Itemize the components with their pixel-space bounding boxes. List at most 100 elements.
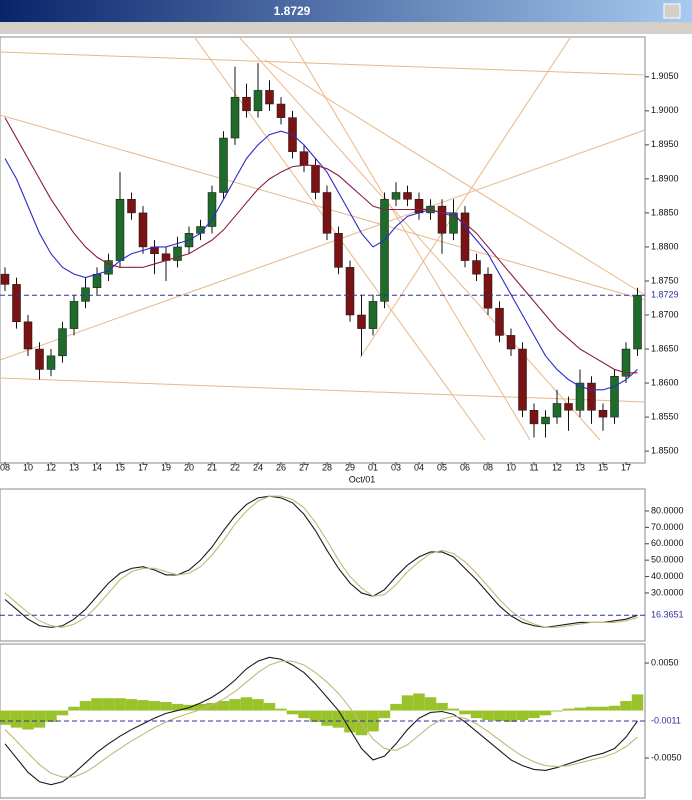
- candle-body: [518, 348, 527, 411]
- histogram-bar: [68, 706, 80, 711]
- histogram-bar: [470, 710, 483, 719]
- histogram-bar: [263, 702, 276, 711]
- title-bar: [0, 0, 692, 22]
- toolbar-strip: [0, 22, 692, 34]
- candle-body: [575, 382, 585, 411]
- y-tick-label: 1.8600: [651, 377, 679, 387]
- candle-body: [633, 295, 642, 350]
- y-tick-label: 1.8800: [651, 241, 679, 251]
- histogram-bar: [528, 710, 540, 719]
- window-title: 1.8729: [274, 4, 311, 18]
- x-tick-label: 21: [207, 462, 217, 472]
- x-tick-label: 26: [276, 462, 286, 472]
- candle-body: [472, 260, 481, 275]
- histogram-bar: [482, 710, 494, 721]
- histogram-bar: [194, 703, 207, 711]
- histogram-bar: [148, 701, 161, 711]
- candle-body: [506, 335, 516, 350]
- candle-body: [115, 199, 125, 261]
- x-tick-label: 27: [299, 462, 309, 472]
- histogram-bar: [493, 710, 506, 721]
- candle-body: [127, 199, 136, 214]
- candle-body: [598, 410, 608, 418]
- histogram-bar: [378, 710, 391, 719]
- candle-body: [322, 192, 332, 234]
- candle-body: [357, 314, 366, 329]
- candle-body: [368, 301, 378, 329]
- y-tick-label: 1.9000: [651, 105, 679, 115]
- histogram-bar: [597, 706, 609, 711]
- histogram-bar: [252, 699, 264, 711]
- y-tick-label: 1.8900: [651, 173, 679, 183]
- histogram-bar: [275, 708, 287, 711]
- indicator-line: [4, 117, 638, 374]
- candle-body: [621, 348, 631, 377]
- histogram-bar: [229, 699, 241, 711]
- y-tick-label: 1.8750: [651, 275, 679, 285]
- x-tick-label: 29: [345, 462, 355, 472]
- indicator-line: [4, 660, 638, 778]
- candle-body: [242, 96, 251, 112]
- indicator-line: [4, 495, 638, 628]
- x-tick-label: 10: [23, 462, 33, 472]
- y-tick-label: 1.8650: [651, 343, 679, 353]
- histogram-bar: [125, 699, 138, 711]
- x-tick-label: 06: [460, 462, 470, 472]
- x-tick-label: 20: [184, 462, 194, 472]
- histogram-bar: [344, 710, 356, 733]
- histogram-bar: [631, 694, 644, 711]
- candle-body: [299, 151, 309, 166]
- candle-body: [552, 403, 562, 418]
- histogram-bar: [45, 710, 57, 722]
- histogram-bar: [447, 708, 460, 711]
- candle-body: [138, 212, 148, 248]
- x-tick-label: 11: [529, 462, 538, 472]
- candle-body: [230, 96, 240, 139]
- candle-body: [380, 199, 389, 302]
- window-button[interactable]: [663, 3, 681, 19]
- candle-body: [12, 284, 21, 323]
- histogram-bar: [505, 710, 517, 722]
- x-tick-label: 12: [46, 462, 56, 472]
- candle-body: [265, 90, 274, 105]
- histogram-bar: [401, 695, 414, 711]
- y-tick-label: 1.8500: [651, 445, 679, 455]
- x-tick-label: 24: [253, 462, 263, 472]
- histogram-bar: [516, 710, 529, 721]
- candle-body: [483, 273, 493, 309]
- histogram-bar: [574, 707, 586, 711]
- histogram-bar: [620, 701, 632, 711]
- candle-body: [610, 375, 619, 418]
- last-value-label: 16.3651: [651, 610, 684, 620]
- x-tick-label: 08: [0, 462, 10, 472]
- histogram-bar: [562, 708, 575, 711]
- x-tick-label: 17: [621, 462, 631, 472]
- histogram-bar: [10, 710, 23, 728]
- candle-body: [219, 137, 228, 193]
- x-tick-label: 03: [391, 462, 401, 472]
- candle-body: [437, 205, 447, 234]
- last-value-label: -0.0011: [651, 715, 681, 725]
- candle-body: [403, 192, 412, 200]
- y-tick-label: 0.0050: [651, 657, 679, 667]
- candle-body: [311, 165, 320, 193]
- x-tick-label: 04: [414, 462, 424, 472]
- histogram-bar: [114, 698, 126, 711]
- x-tick-label: 01: [368, 462, 378, 472]
- indicator-line: [4, 656, 638, 786]
- oscillator-panel: [0, 488, 646, 642]
- y-tick-label: 1.8700: [651, 309, 679, 319]
- histogram-bar: [22, 710, 34, 730]
- y-tick-label: 70.0000: [651, 522, 684, 532]
- y-tick-label: -0.0050: [651, 752, 682, 762]
- histogram-bar: [171, 703, 184, 711]
- last-value-label: 1.8729: [651, 290, 679, 300]
- y-tick-label: 30.0000: [651, 587, 684, 597]
- histogram-bar: [0, 710, 11, 725]
- histogram-bar: [79, 701, 92, 711]
- x-tick-label: 05: [437, 462, 447, 472]
- x-tick-label: 17: [138, 462, 148, 472]
- histogram-bar: [298, 710, 310, 719]
- x-tick-label: 15: [115, 462, 125, 472]
